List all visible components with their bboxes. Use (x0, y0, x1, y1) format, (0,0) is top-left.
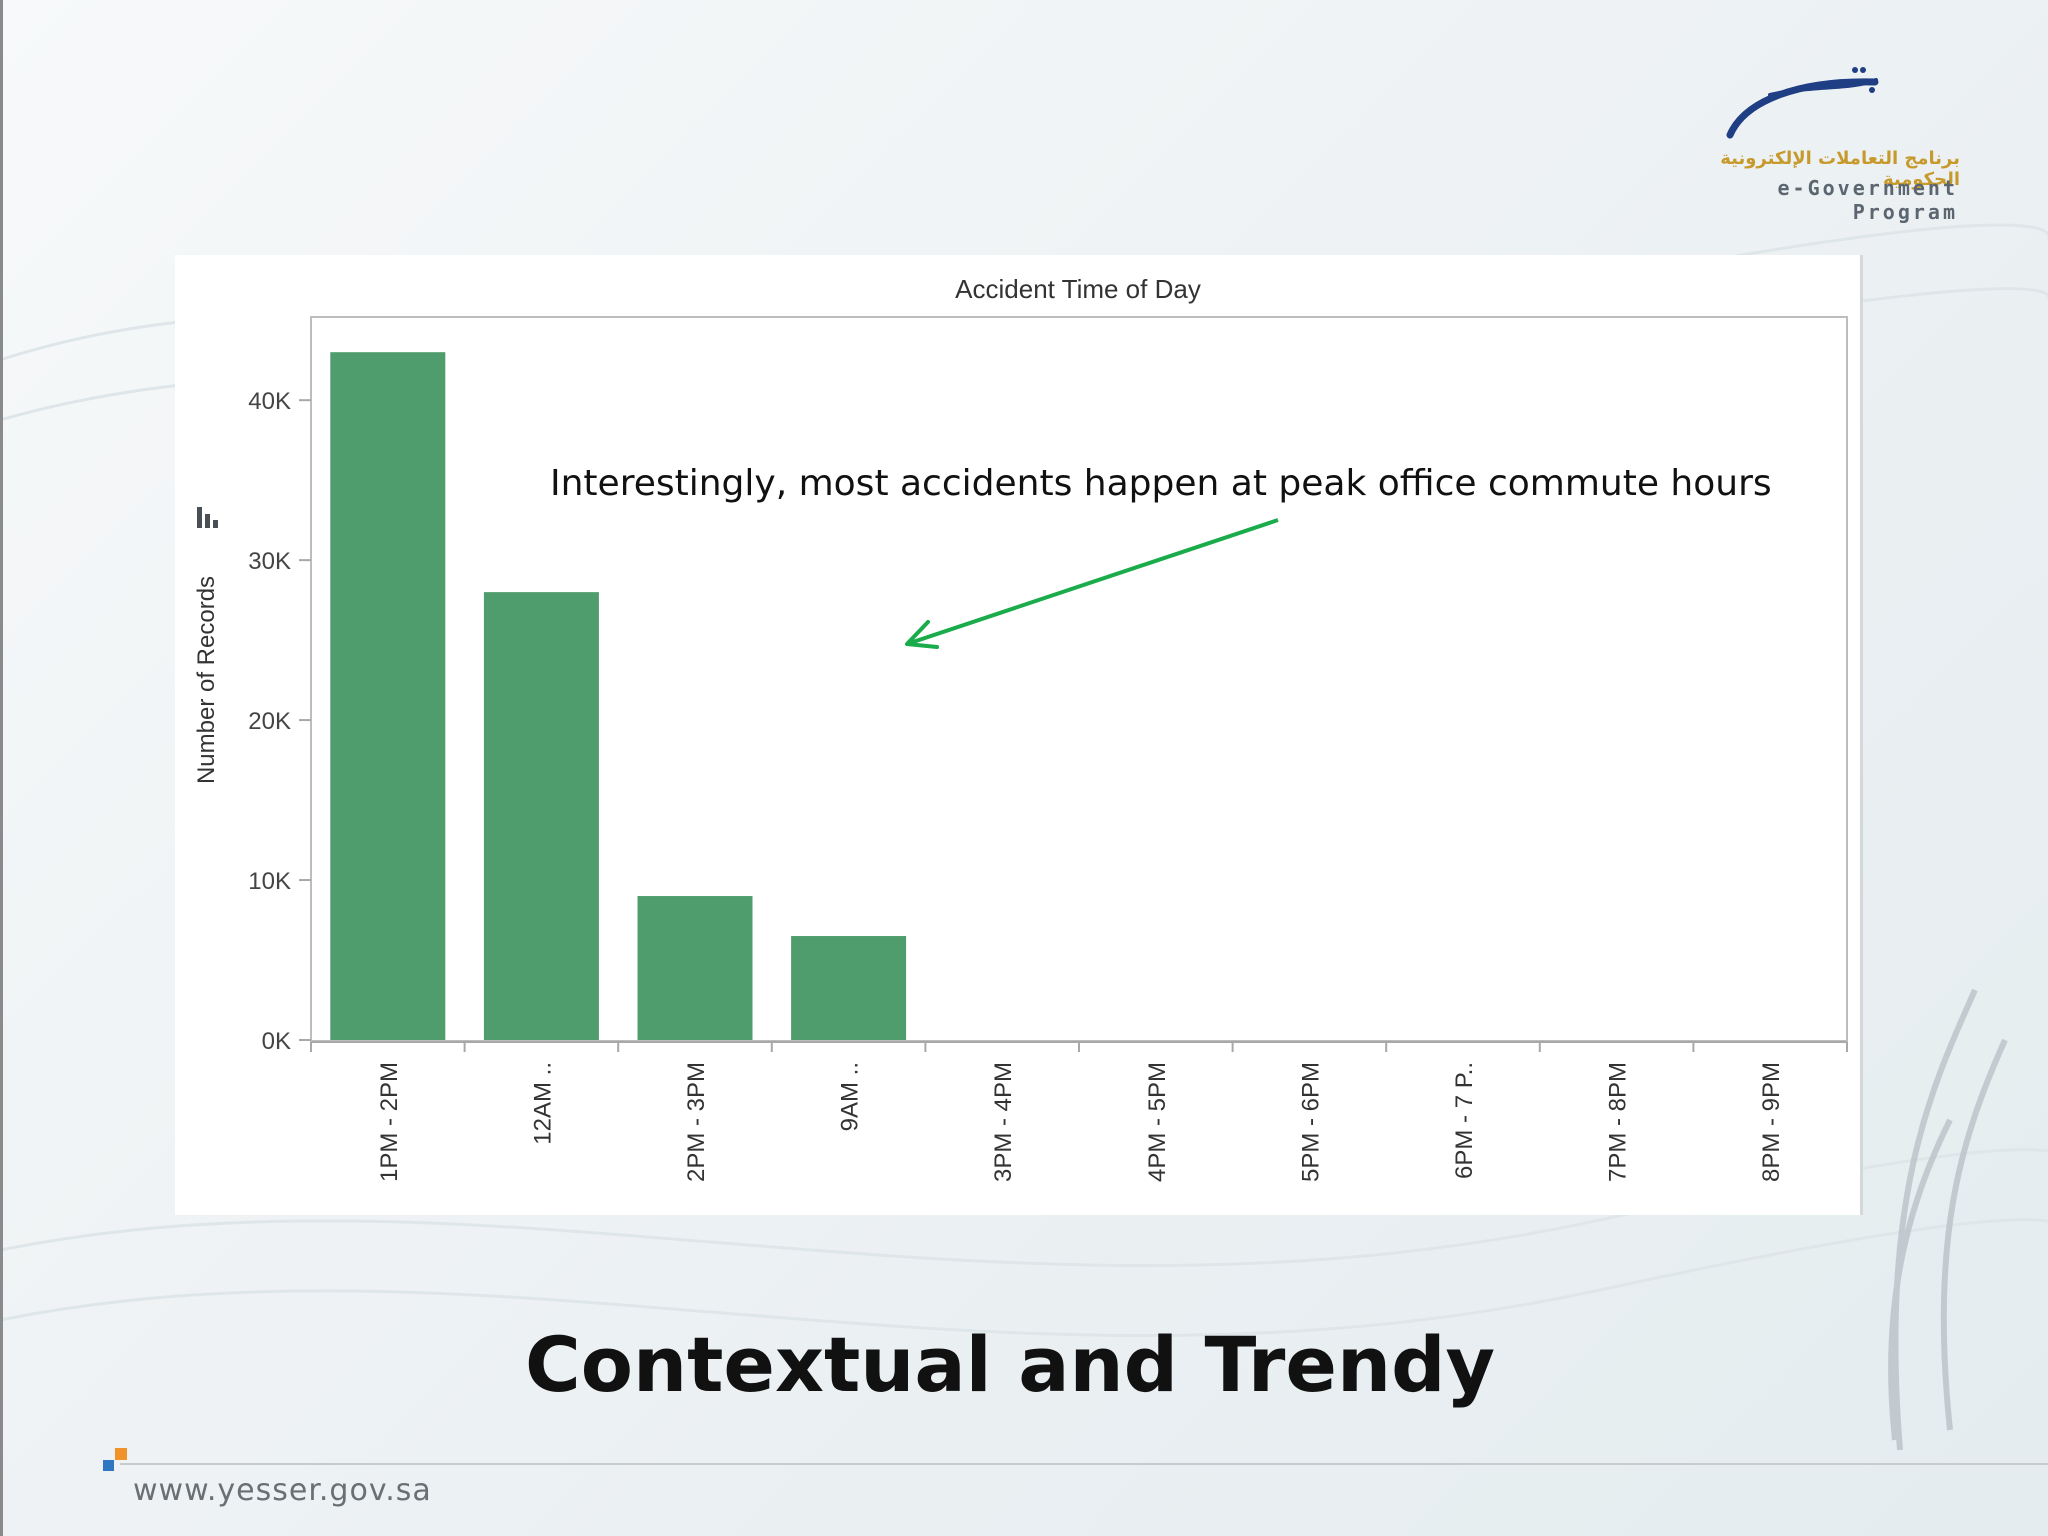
x-tick-label: 9AM .. (837, 1062, 864, 1131)
x-tick-label: 12AM .. (529, 1062, 556, 1145)
y-tick-label: 40K (248, 388, 291, 415)
bar-chart-icon (197, 507, 218, 528)
x-tick-label: 4PM - 5PM (1144, 1062, 1171, 1182)
y-tick-label: 10K (248, 868, 291, 895)
chart-title: Accident Time of Day (955, 274, 1201, 304)
x-tick-label: 1PM - 2PM (376, 1062, 403, 1182)
y-tick-label: 0K (262, 1028, 291, 1055)
logo-english-text: e-Government Program (1777, 176, 1958, 224)
x-tick-label: 8PM - 9PM (1758, 1062, 1785, 1182)
bar (483, 592, 599, 1040)
y-tick-label: 30K (248, 548, 291, 575)
bars-group (330, 352, 907, 1040)
bar (330, 352, 446, 1040)
footer-divider (120, 1463, 2048, 1465)
bar (791, 936, 907, 1040)
chart-panel (175, 255, 1863, 1215)
slide-left-edge (0, 0, 3, 1536)
x-tick-label: 7PM - 8PM (1605, 1062, 1632, 1182)
e-government-program-logo-icon (1726, 67, 1879, 139)
x-tick-label: 3PM - 4PM (990, 1062, 1017, 1182)
y-tick-label: 20K (248, 708, 291, 735)
logo-arabic-text: برنامج التعاملات الإلكترونية الحكومية (1720, 148, 1960, 190)
x-tick-label: 5PM - 6PM (1297, 1062, 1324, 1182)
slide-title: Contextual and Trendy (524, 1320, 1496, 1409)
x-axis: 1PM - 2PM 12AM .. 2PM - 3PM 9AM .. 3PM - 4PM… (310, 1041, 1848, 1182)
yesser-squares-icon (103, 1448, 127, 1471)
x-tick-label: 6PM - 7 P.. (1451, 1062, 1478, 1179)
footer-url: www.yesser.gov.sa (133, 1473, 432, 1508)
y-axis: 0K 10K 20K 30K 40K (248, 388, 311, 1055)
chart-annotation: Interestingly, most accidents happen at … (550, 463, 1772, 504)
bar (637, 896, 753, 1040)
x-tick-label: 2PM - 3PM (683, 1062, 710, 1182)
annotation-arrow (905, 518, 1279, 649)
y-axis-label: Number of Records (193, 576, 220, 784)
chart-svg: Accident Time of Day 0K 10K 20K 30K 40K 1PM … (193, 274, 1848, 1182)
